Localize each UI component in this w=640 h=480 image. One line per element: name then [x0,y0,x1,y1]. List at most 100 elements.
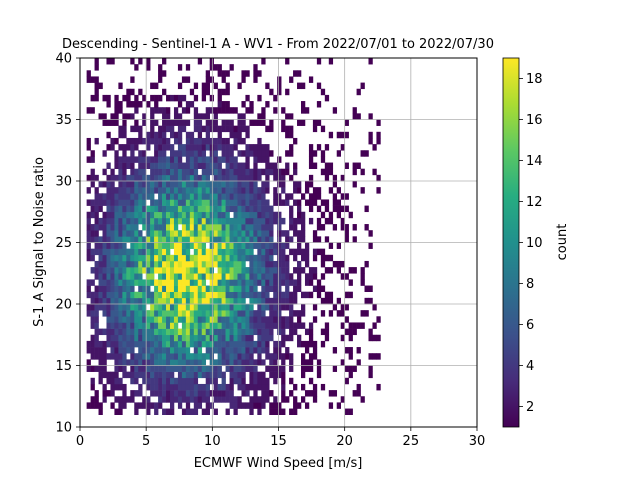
heatmap-cell [201,279,207,286]
heatmap-cell [265,82,270,90]
colorbar-tick-label: 16 [526,113,543,128]
heatmap-cell [193,340,199,348]
heatmap-cell [185,383,191,391]
heatmap-cell [150,291,155,299]
heatmap-cell [138,353,143,360]
heatmap-cell [173,187,179,194]
heatmap-cell [217,242,222,249]
y-tick-label: 40 [55,52,72,67]
heatmap-cell [217,168,222,176]
heatmap-cell [146,230,151,237]
heatmap-cell [173,156,179,163]
heatmap-cell [114,304,119,311]
heatmap-cell [237,119,242,126]
heatmap-cell [348,211,353,219]
heatmap-cell [289,248,294,256]
heatmap-cell [289,334,294,342]
heatmap-cell [122,119,127,126]
heatmap-cell [233,224,238,231]
heatmap-cell [257,119,262,126]
heatmap-cell [261,254,266,262]
heatmap-cell [166,113,171,120]
heatmap-cell [138,316,143,323]
heatmap-cell [293,383,298,391]
heatmap-cell [209,217,214,225]
heatmap-cell [142,291,147,299]
heatmap-cell [166,328,171,336]
heatmap-cell [114,230,119,237]
heatmap-cell [86,187,91,194]
heatmap-cell [86,310,91,317]
heatmap-cell [146,273,151,280]
heatmap-cell [221,168,226,176]
heatmap-cell [225,150,230,157]
heatmap-cell [269,310,274,317]
heatmap-cell [285,113,290,120]
heatmap-cell [138,260,143,268]
heatmap-cell [150,377,155,385]
heatmap-cell [106,279,111,286]
heatmap-cell [197,279,203,286]
heatmap-cell [169,273,175,280]
heatmap-cell [122,285,127,292]
heatmap-cell [146,402,151,409]
heatmap-cell [126,297,131,305]
heatmap-cell [134,236,139,243]
heatmap-cell [197,310,203,317]
heatmap-cell [261,371,266,379]
heatmap-cell [229,340,234,348]
heatmap-cell [340,144,345,151]
heatmap-cell [297,334,302,342]
heatmap-cell [126,113,131,120]
heatmap-cell [229,347,234,354]
heatmap-cell [193,353,199,360]
heatmap-cell [281,187,286,194]
heatmap-cell [150,162,155,169]
heatmap-cell [249,224,254,231]
heatmap-cell [146,297,151,305]
heatmap-cell [225,328,230,336]
heatmap-cell [146,137,151,145]
heatmap-cell [114,316,119,323]
heatmap-cell [130,236,135,243]
heatmap-cell [233,137,238,145]
heatmap-cell [213,365,218,372]
heatmap-cell [213,107,218,114]
heatmap-cell [189,383,195,391]
heatmap-cell [150,371,155,379]
heatmap-cell [320,260,326,268]
heatmap-cell [213,144,218,151]
heatmap-cell [229,260,234,268]
heatmap-cell [344,365,349,372]
heatmap-cell [217,174,222,182]
heatmap-cell [158,304,163,311]
heatmap-cell [146,316,151,323]
heatmap-cell [241,365,246,372]
heatmap-cell [134,402,139,409]
heatmap-cell [245,174,250,182]
heatmap-cell [249,260,254,268]
heatmap-cell [237,310,242,317]
heatmap-cell [185,199,191,206]
heatmap-cell [281,199,286,206]
heatmap-cell [297,260,302,268]
heatmap-cell [169,205,175,213]
heatmap-cell [177,328,183,336]
heatmap-cell [229,125,234,133]
heatmap-cell [229,316,234,323]
heatmap-cell [110,273,115,280]
heatmap-cell [138,58,143,65]
heatmap-cell [150,82,155,90]
heatmap-cell [118,101,123,108]
heatmap-cell [169,390,175,397]
heatmap-cell [241,187,246,194]
heatmap-cell [217,181,222,188]
colorbar-tick-label: 10 [526,236,543,251]
heatmap-cell [245,359,250,366]
heatmap-cell [229,144,234,151]
heatmap-cell [201,224,207,231]
heatmap-cell [265,267,270,274]
heatmap-cell [273,291,278,299]
heatmap-cell [130,285,135,292]
heatmap-cell [265,322,270,329]
